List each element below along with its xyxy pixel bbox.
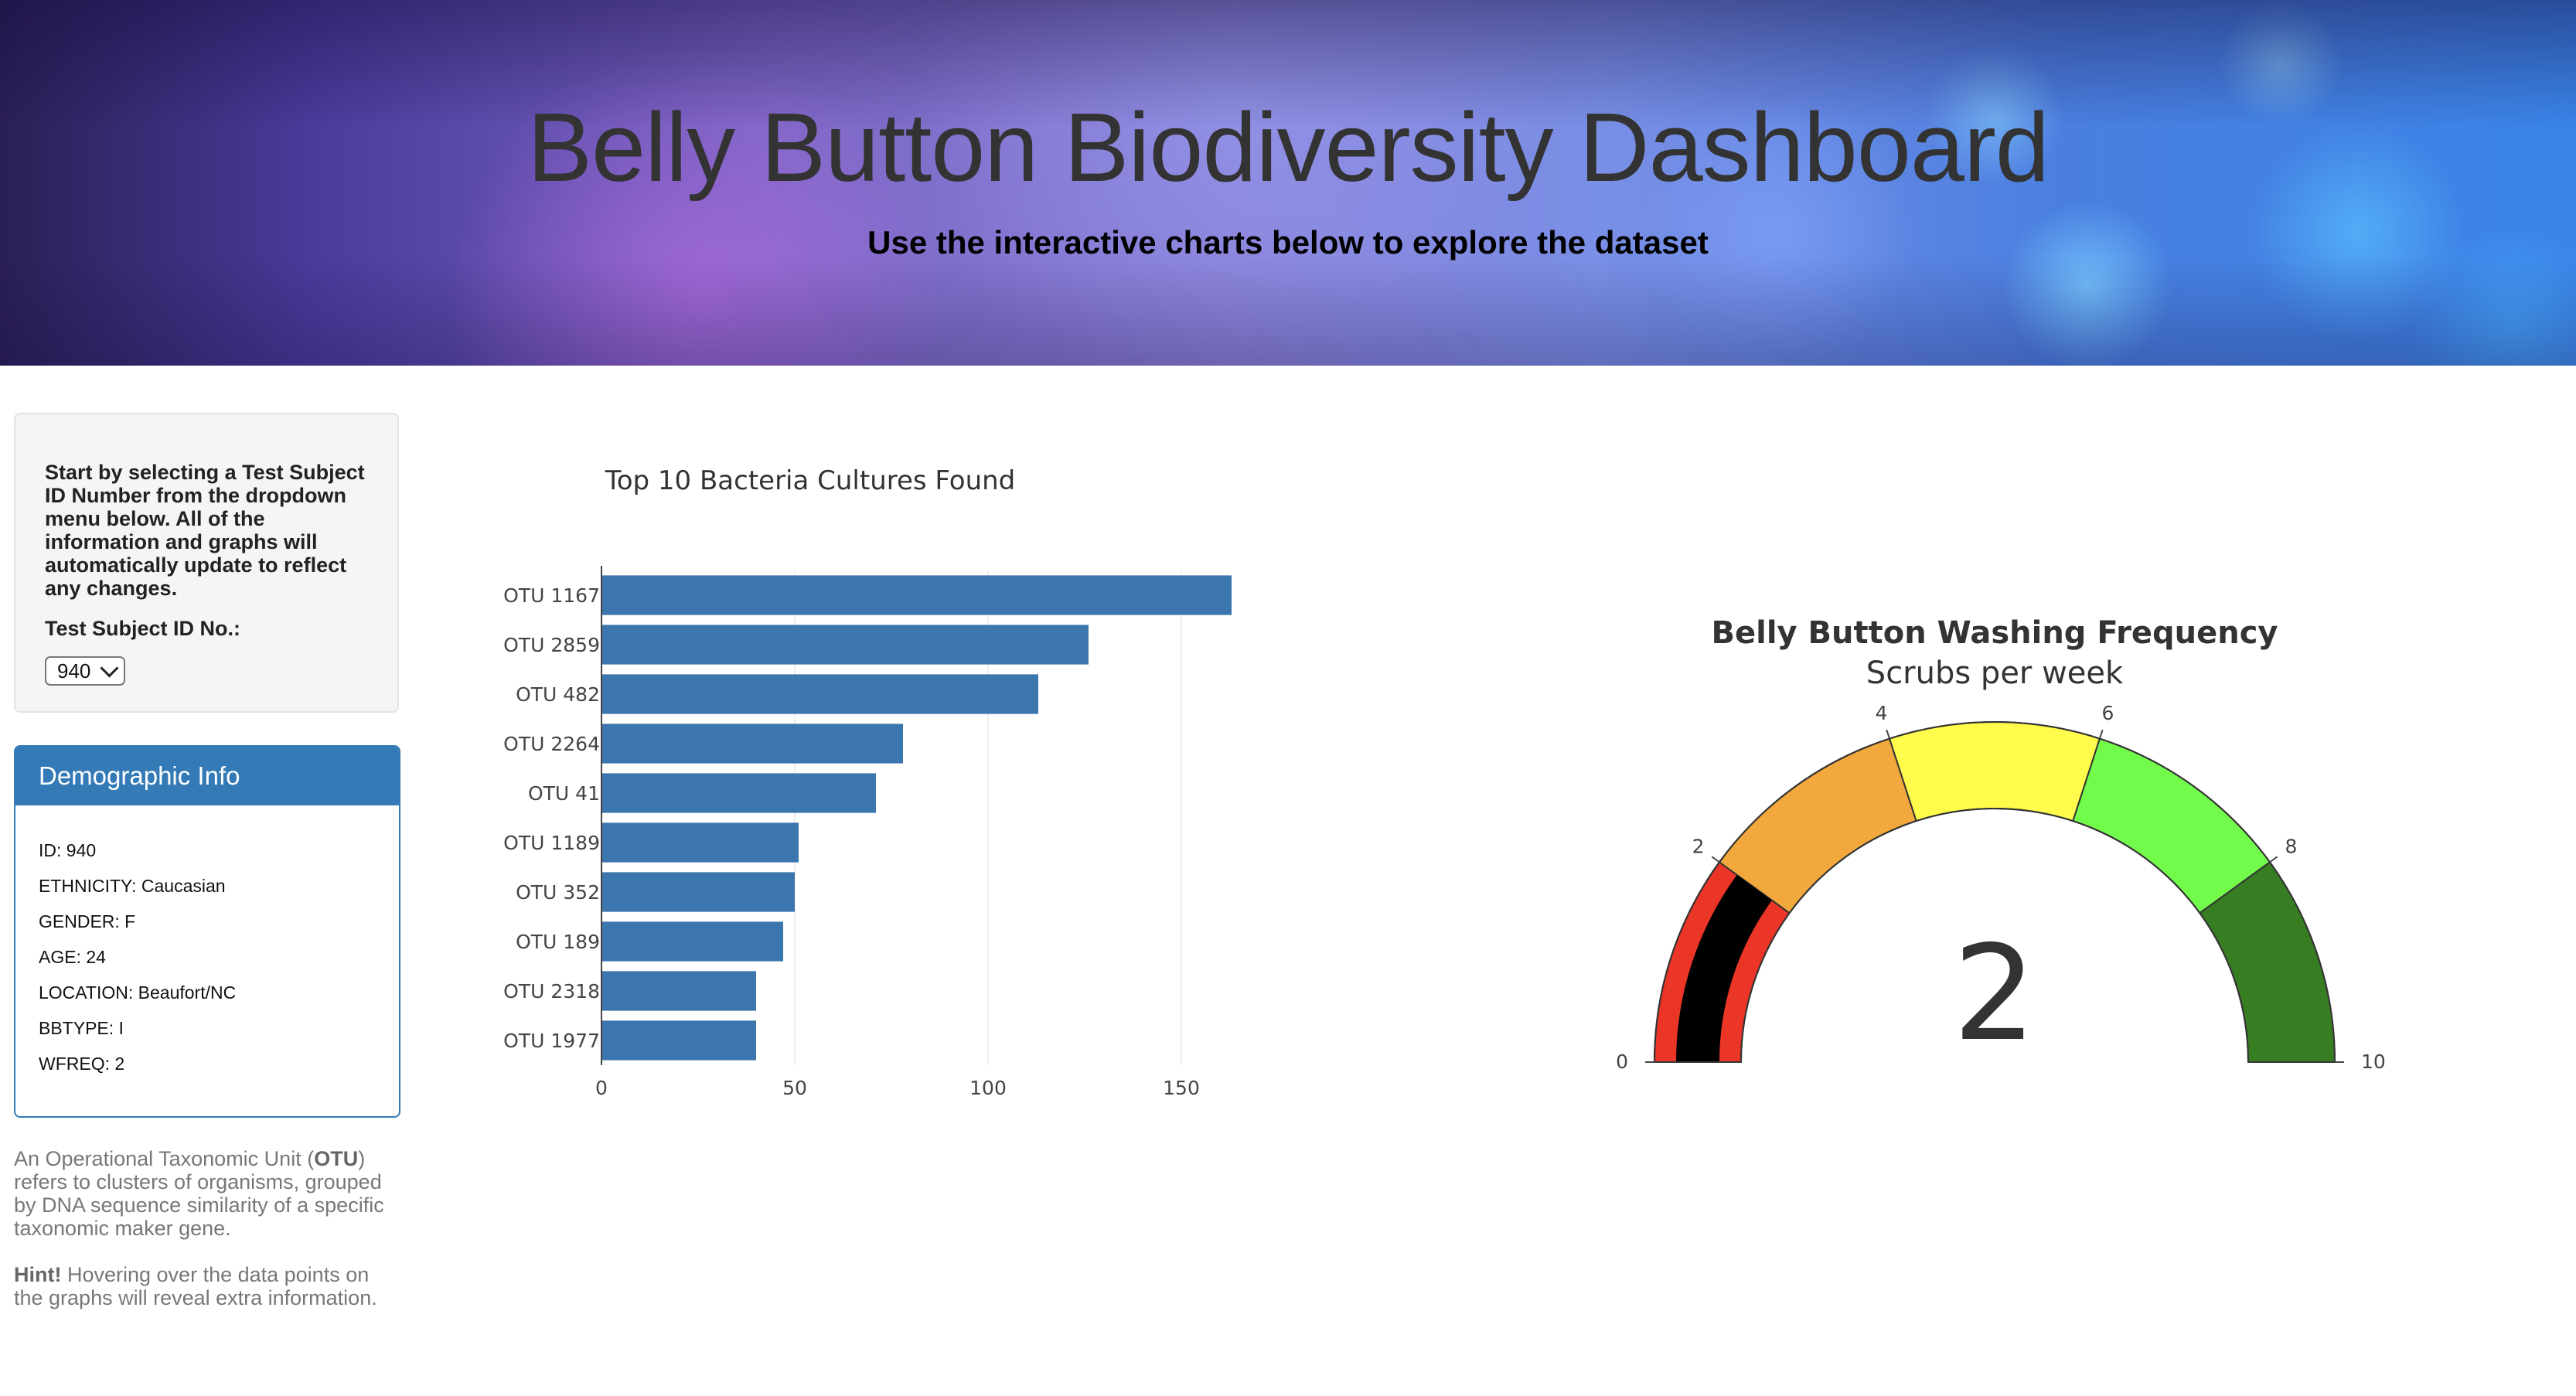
bar-chart-title: Top 10 Bacteria Cultures Found (605, 465, 1016, 496)
bar-category-label: OTU 41 (528, 782, 600, 805)
demographic-panel: Demographic Info ID: 940 ETHNICITY: Cauc… (14, 745, 400, 1118)
header-banner: Belly Button Biodiversity Dashboard Use … (0, 0, 2576, 366)
bar-x-tick-label: 50 (782, 1077, 807, 1099)
gauge-tick-label: 2 (1692, 835, 1705, 857)
bar-category-label: OTU 2318 (503, 980, 600, 1003)
page-subtitle: Use the interactive charts below to expl… (867, 224, 1709, 260)
demographic-panel-heading: Demographic Info (15, 747, 399, 805)
gauge-tick (2099, 729, 2104, 739)
hint-text: Hovering over the data points on the gra… (14, 1263, 377, 1309)
selector-instructions: Start by selecting a Test Subject ID Num… (45, 461, 365, 600)
gauge-tick-label: 0 (1616, 1050, 1628, 1073)
bar-mark (601, 921, 783, 962)
bar-category-label: OTU 2264 (503, 733, 600, 755)
washing-frequency-gauge[interactable]: Belly Button Washing Frequency Scrubs per… (1577, 587, 2443, 1098)
demographic-row: AGE: 24 (39, 947, 106, 967)
gauge-title: Belly Button Washing Frequency (1712, 615, 2278, 651)
gauge-outline (1653, 721, 2336, 1063)
bar-category-label: OTU 189 (516, 931, 600, 953)
banner-shade (0, 0, 2576, 366)
demographic-row: GENDER: F (39, 911, 136, 931)
gauge-tick (1711, 856, 1720, 863)
bar-category-label: OTU 352 (516, 881, 600, 904)
bar-x-tick-label: 0 (595, 1077, 608, 1099)
selector-well: Start by selecting a Test Subject ID Num… (14, 413, 399, 713)
demographic-row: BBTYPE: I (39, 1018, 124, 1038)
bar-mark (601, 625, 1089, 665)
gauge-value-number: 2 (1953, 918, 2036, 1071)
hint-bold: Hint! (14, 1263, 62, 1286)
demographic-row: ETHNICITY: Caucasian (39, 876, 226, 896)
gauge-tick-label: 4 (1876, 702, 1888, 724)
demographic-row: ID: 940 (39, 840, 97, 860)
bar-x-tick-label: 150 (1163, 1077, 1200, 1099)
bar-category-label: OTU 482 (516, 683, 600, 706)
bar-mark (601, 1020, 756, 1061)
top10-bar-chart[interactable]: Top 10 Bacteria Cultures Found 0 50 100 150 O… (433, 433, 1361, 1113)
bar-mark (601, 724, 903, 764)
bar-x-tick-label: 100 (969, 1077, 1007, 1099)
bar-mark (601, 971, 756, 1011)
bar-category-label: OTU 1977 (503, 1030, 600, 1052)
gauge-tick (1886, 729, 1890, 739)
gauge-value-bar (1676, 874, 1772, 1062)
demographic-row: LOCATION: Beaufort/NC (39, 982, 237, 1003)
gauge-tick (2269, 856, 2278, 863)
bar-category-label: OTU 1189 (503, 832, 600, 854)
otu-note-text-end: ) refers to clusters of organisms, group… (14, 1147, 384, 1240)
gauge-tick-label: 10 (2361, 1050, 2386, 1073)
page-title: Belly Button Biodiversity Dashboard (526, 93, 2050, 202)
bar-mark (601, 674, 1038, 714)
chevron-down-icon (100, 658, 119, 678)
gauge-step-band (1888, 721, 2101, 822)
subject-select-label: Test Subject ID No.: (45, 617, 241, 640)
subject-id-selected-value: 940 (57, 659, 91, 683)
bar-mark (601, 872, 795, 912)
gauge-tick-label: 8 (2285, 835, 2298, 857)
demographic-panel-body: ID: 940 ETHNICITY: Caucasian GENDER: F A… (15, 805, 399, 1088)
otu-note-bold: OTU (314, 1147, 359, 1170)
bar-category-label: OTU 1167 (503, 584, 600, 607)
bar-mark (601, 773, 876, 813)
demographic-row: WFREQ: 2 (39, 1054, 125, 1074)
bar-mark (601, 575, 1232, 615)
gauge-subtitle: Scrubs per week (1866, 655, 2124, 691)
bar-category-label: OTU 2859 (503, 634, 600, 656)
hint-note: Hint! Hovering over the data points on t… (14, 1263, 400, 1309)
otu-definition-note: An Operational Taxonomic Unit (OTU) refe… (14, 1147, 400, 1240)
bar-mark (601, 822, 799, 863)
gauge-tick-label: 6 (2102, 702, 2114, 724)
otu-note-text-start: An Operational Taxonomic Unit ( (14, 1147, 315, 1170)
subject-id-select[interactable]: 940 (45, 656, 125, 686)
